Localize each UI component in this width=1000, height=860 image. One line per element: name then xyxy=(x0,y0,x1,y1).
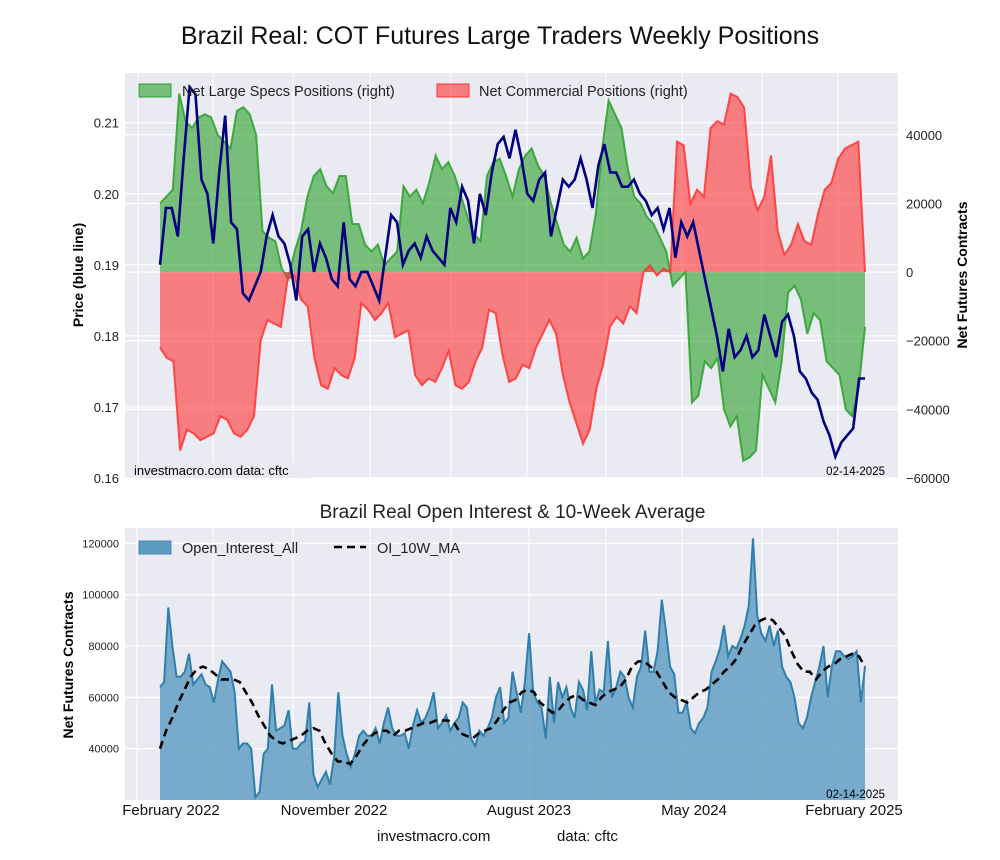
x-tick: August 2023 xyxy=(487,802,571,819)
y-tick-left: 0.16 xyxy=(94,471,119,486)
commercial-series-fill xyxy=(160,93,865,451)
x-tick: February 2022 xyxy=(122,802,220,819)
chart-title: Brazil Real: COT Futures Large Traders W… xyxy=(180,22,820,50)
legend-swatch-commercial xyxy=(436,83,470,98)
y-tick-right: 40000 xyxy=(906,128,942,143)
y-axis-label-right: Net Futures Contracts xyxy=(954,201,970,348)
y-tick-2: 40000 xyxy=(88,744,119,756)
y-tick-right: −20000 xyxy=(906,334,950,349)
large-specs-series-line xyxy=(159,93,866,463)
open-interest-fill xyxy=(160,538,865,800)
y-axis-label-2: Net Futures Contracts xyxy=(60,591,76,738)
open-interest-line xyxy=(159,538,866,800)
y-tick-left: 0.20 xyxy=(94,187,119,202)
y-tick-left: 0.17 xyxy=(94,400,119,415)
plot-area-2 xyxy=(125,528,898,800)
watermark-left: investmacro.com data: cftc xyxy=(134,463,289,478)
y-tick-right: 0 xyxy=(906,265,913,280)
y-tick-right: 20000 xyxy=(906,196,942,211)
y-tick-left: 0.19 xyxy=(94,258,119,273)
footer-source: data: cftc xyxy=(557,828,618,845)
y-tick-2: 100000 xyxy=(82,590,119,602)
y-tick-right: −60000 xyxy=(906,471,950,486)
legend-label-commercial: Net Commercial Positions (right) xyxy=(479,84,688,100)
legend-label-ma: OI_10W_MA xyxy=(377,541,460,557)
subchart-title: Brazil Real Open Interest & 10-Week Aver… xyxy=(319,502,706,523)
x-tick: November 2022 xyxy=(281,802,388,819)
y-tick-right: −40000 xyxy=(906,402,950,417)
y-tick-2: 120000 xyxy=(82,538,119,550)
x-tick: February 2025 xyxy=(805,802,903,819)
footer-site: investmacro.com xyxy=(377,828,491,845)
legend-label-open-interest: Open_Interest_All xyxy=(182,541,298,557)
y-axis-label-left: Price (blue line) xyxy=(70,223,86,327)
positions-chart: 0.21 0.20 0.19 0.18 0.17 0.16 40000 20000 0 −2000… xyxy=(70,73,970,486)
price-line xyxy=(158,83,865,461)
x-tick: May 2024 xyxy=(661,802,727,819)
legend-swatch-open-interest xyxy=(138,540,172,555)
y-tick-2: 80000 xyxy=(88,641,119,653)
y-tick-left: 0.21 xyxy=(94,116,119,131)
legend-swatch-large-specs xyxy=(138,83,172,98)
legend-label-large-specs: Net Large Specs Positions (right) xyxy=(182,84,395,100)
date-annotation: 02-14-2025 xyxy=(826,466,885,478)
date-annotation-2: 02-14-2025 xyxy=(826,789,885,801)
oi-10w-ma-line xyxy=(158,616,867,766)
commercial-series-line xyxy=(159,92,866,451)
y-tick-2: 60000 xyxy=(88,692,119,704)
y-tick-left: 0.18 xyxy=(94,329,119,344)
